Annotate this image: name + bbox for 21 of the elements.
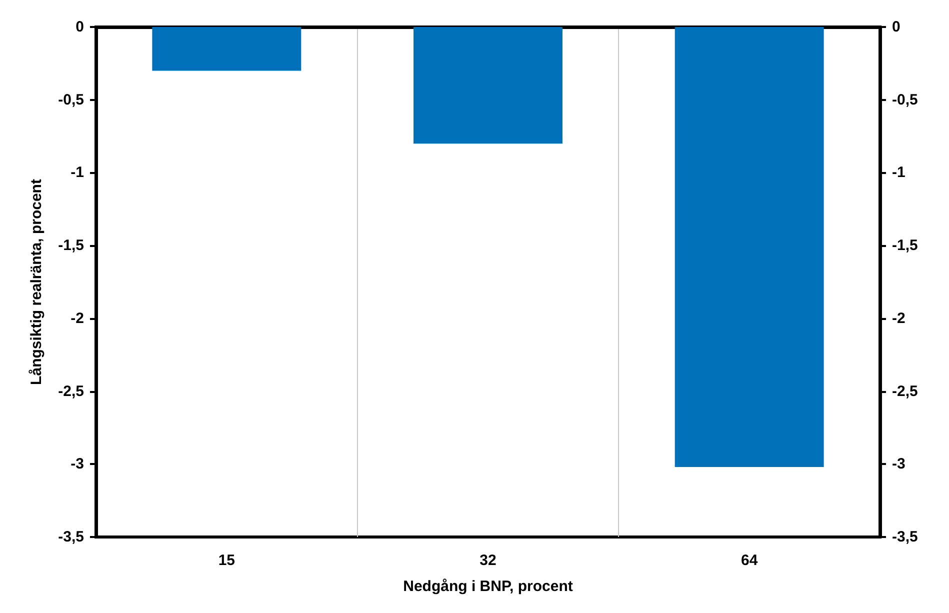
y2-tick-label: -1,5 xyxy=(892,237,918,254)
y-tick-label: -2 xyxy=(70,310,84,327)
y2-tick-label: -2,5 xyxy=(892,382,918,400)
x-tick-label: 32 xyxy=(480,552,496,569)
x-tick-label: 15 xyxy=(218,552,236,569)
y-tick-label: -3 xyxy=(70,456,84,473)
y2-tick-label: -1 xyxy=(892,164,906,182)
y2-tick-label: -3 xyxy=(892,456,906,473)
y2-tick-label: -2 xyxy=(892,310,906,327)
y2-tick-label: -0,5 xyxy=(892,91,918,108)
y-tick-label: 0 xyxy=(76,18,84,36)
y-tick-label: -3,5 xyxy=(58,528,84,546)
y-tick-label: -0,5 xyxy=(58,91,84,108)
x-axis-title: Nedgång i BNP, procent xyxy=(403,578,573,595)
y-tick-label: -1,5 xyxy=(58,237,84,254)
y2-tick-label: -3,5 xyxy=(892,528,918,546)
y-tick-label: -1 xyxy=(70,164,84,182)
y-axis-title: Långsiktig realränta, procent xyxy=(28,179,45,385)
x-tick-label: 64 xyxy=(740,552,758,569)
y-tick-label: -2,5 xyxy=(58,382,84,400)
y2-tick-label: 0 xyxy=(892,18,900,36)
